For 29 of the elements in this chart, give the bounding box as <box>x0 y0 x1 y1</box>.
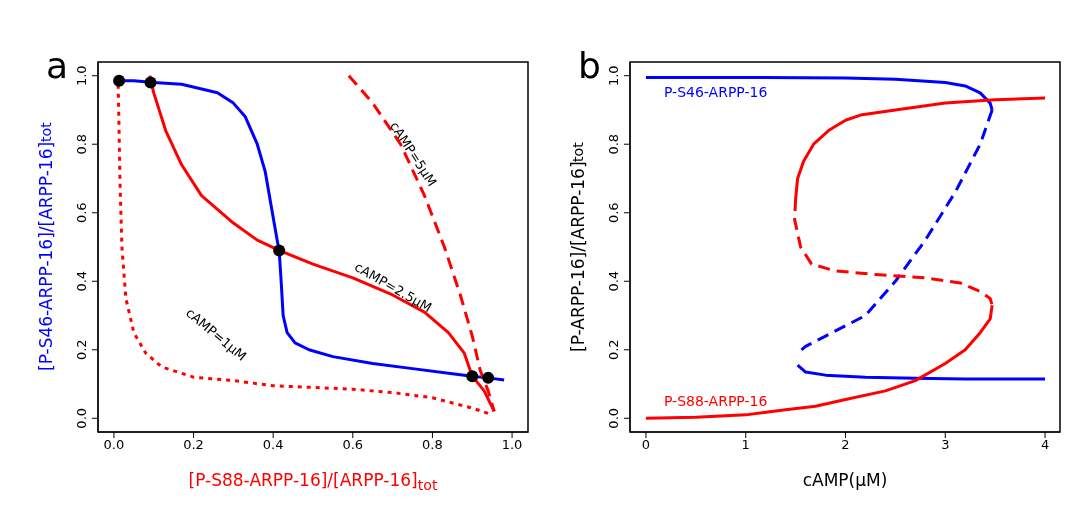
y-tick-label: 1.0 <box>606 65 621 87</box>
y-tick-label: 1.0 <box>74 65 89 87</box>
y-tick-label: 0.4 <box>74 270 89 292</box>
y-tick-label: 0.6 <box>74 202 89 224</box>
x-tick-label: 0.6 <box>342 437 364 453</box>
y-tick-label: 0.0 <box>74 407 89 429</box>
y-tick-label: 0.8 <box>606 133 621 155</box>
y-tick-label: 0.2 <box>74 339 89 361</box>
x-tick-label: 1 <box>741 437 750 453</box>
x-tick-label: 4 <box>1040 437 1050 453</box>
x-tick-label: 3 <box>941 437 950 453</box>
y-tick-label: 0.2 <box>606 339 621 361</box>
series-label: P-S46-ARPP-16 <box>663 84 768 101</box>
y-tick-label: 0.6 <box>606 202 621 224</box>
x-axis-title: cAMP(μM) <box>801 470 889 490</box>
x-tick-label: 2 <box>841 437 850 453</box>
chart-title: b <box>578 45 601 86</box>
x-tick-label: 0.2 <box>183 437 204 453</box>
chart-title: a <box>46 45 69 86</box>
x-axis-title: [P-S88-ARPP-16]/[ARPP-16]$_{tot}$ <box>187 470 439 494</box>
x-tick-label: 0.0 <box>103 437 125 453</box>
series-label: P-S88-ARPP-16 <box>663 393 768 410</box>
y-tick-label: 0.8 <box>74 133 89 155</box>
x-tick-label: 0.4 <box>262 437 284 453</box>
y-tick-label: 0.4 <box>606 270 621 292</box>
y-tick-label: 0.0 <box>606 407 621 429</box>
x-tick-label: 1.0 <box>501 437 523 453</box>
x-tick-label: 0.8 <box>422 437 443 453</box>
x-tick-label: 0 <box>641 437 651 453</box>
